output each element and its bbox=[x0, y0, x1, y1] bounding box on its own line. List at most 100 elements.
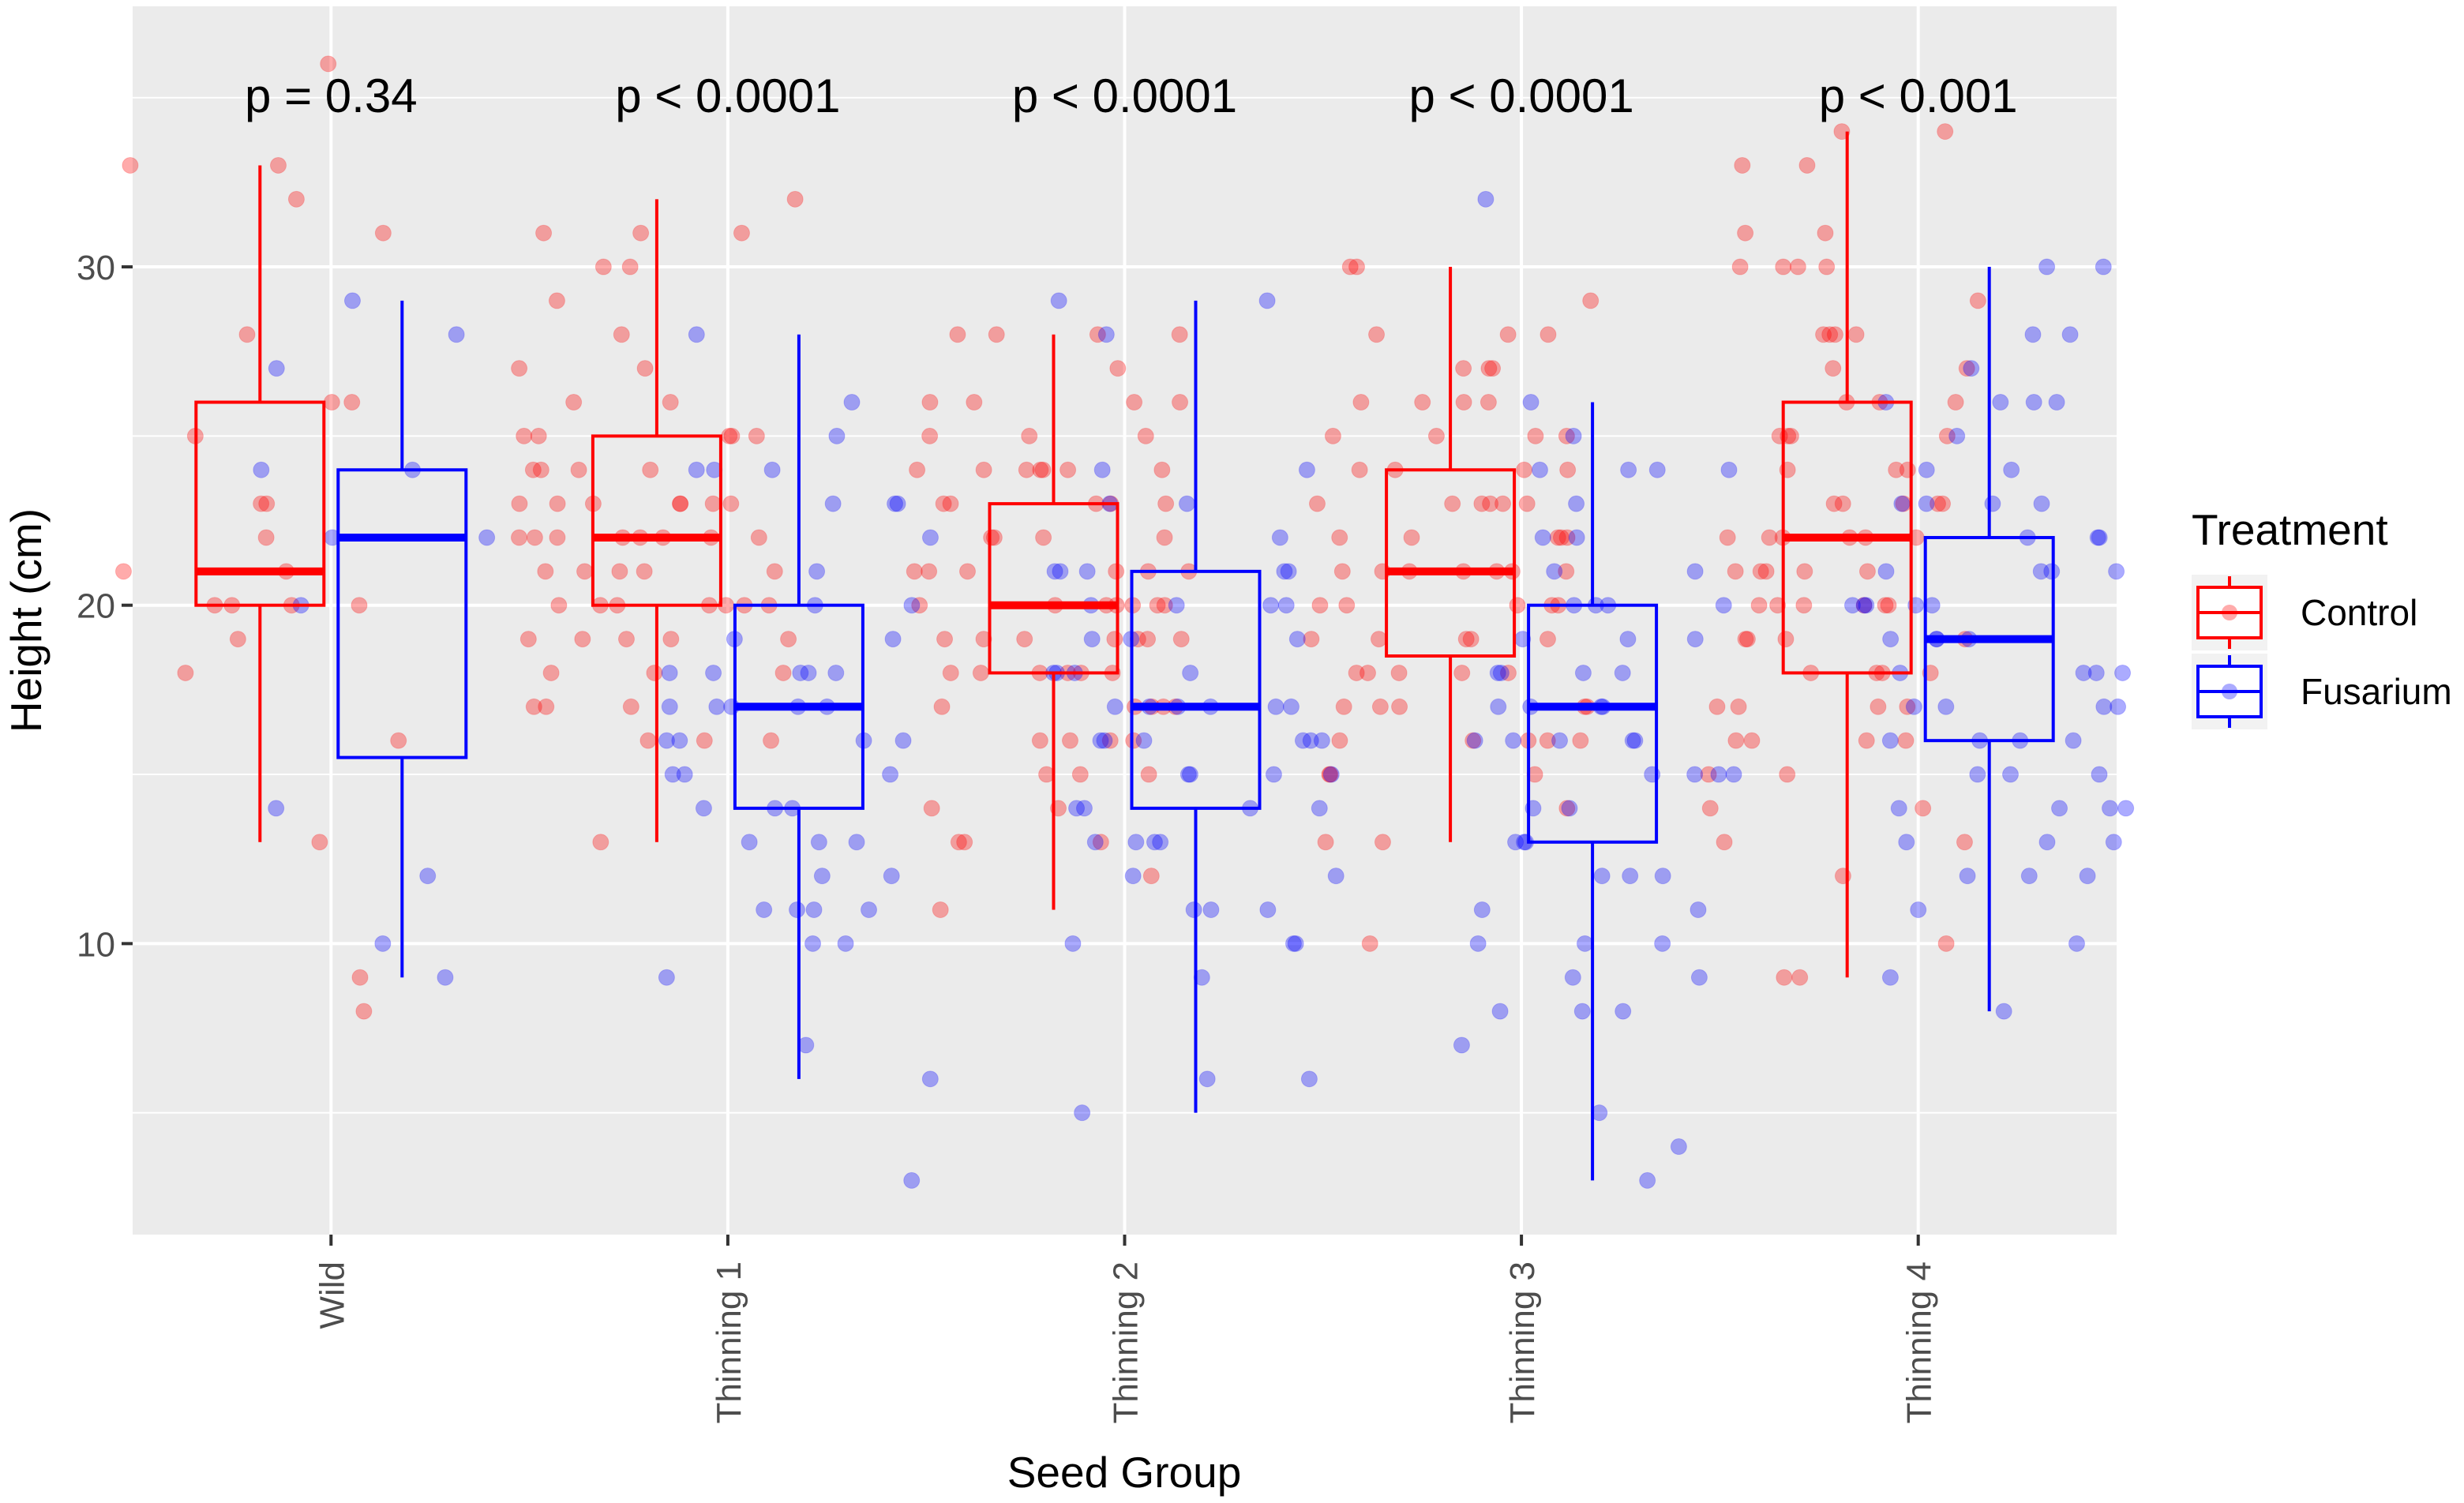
data-point-fusarium bbox=[2048, 394, 2065, 411]
data-point-control bbox=[1855, 597, 1873, 614]
box-fusarium bbox=[1130, 569, 1262, 810]
data-point-fusarium bbox=[763, 461, 781, 478]
data-point-control bbox=[592, 834, 609, 851]
box-control bbox=[988, 502, 1119, 675]
data-point-control bbox=[1734, 156, 1751, 174]
data-point-fusarium bbox=[827, 664, 845, 681]
data-point-fusarium bbox=[1561, 800, 1578, 817]
p-value-label: p < 0.001 bbox=[1819, 69, 2018, 122]
data-point-control bbox=[646, 664, 663, 681]
data-point-control bbox=[257, 529, 275, 546]
data-point-control bbox=[1730, 698, 1747, 715]
data-point-control bbox=[959, 563, 977, 580]
data-point-fusarium bbox=[894, 732, 912, 749]
data-point-fusarium bbox=[1287, 935, 1304, 952]
data-point-control bbox=[1333, 563, 1351, 580]
data-point-fusarium bbox=[808, 563, 826, 580]
data-point-fusarium bbox=[1322, 766, 1340, 783]
data-point-fusarium bbox=[2114, 664, 2132, 681]
data-point-fusarium bbox=[437, 969, 454, 986]
data-point-fusarium bbox=[1918, 461, 1935, 478]
data-point-control bbox=[1937, 935, 1955, 952]
data-point-control bbox=[511, 360, 528, 377]
data-point-control bbox=[1899, 461, 1916, 478]
data-point-control bbox=[1701, 800, 1719, 817]
data-point-control bbox=[1769, 597, 1787, 614]
data-point-control bbox=[1034, 461, 1052, 478]
data-point-fusarium bbox=[1052, 563, 1069, 580]
data-point-fusarium bbox=[1654, 935, 1671, 952]
data-point-fusarium bbox=[1185, 901, 1202, 918]
data-point-fusarium bbox=[1576, 935, 1593, 952]
data-point-control bbox=[1929, 495, 1946, 512]
data-point-fusarium bbox=[1710, 766, 1727, 783]
data-point-control bbox=[975, 631, 992, 648]
data-point-control bbox=[1149, 597, 1166, 614]
data-point-fusarium bbox=[1182, 664, 1199, 681]
data-point-fusarium bbox=[2003, 461, 2020, 478]
data-point-control bbox=[549, 495, 566, 512]
data-point-control bbox=[1708, 698, 1726, 715]
data-point-control bbox=[933, 698, 951, 715]
data-point-fusarium bbox=[2024, 326, 2042, 343]
data-point-control bbox=[1821, 326, 1839, 343]
data-point-fusarium bbox=[1491, 1003, 1509, 1020]
data-point-fusarium bbox=[671, 732, 688, 749]
data-point-fusarium bbox=[1910, 901, 1927, 918]
data-point-control bbox=[1126, 394, 1143, 411]
data-point-control bbox=[1791, 969, 1809, 986]
data-point-control bbox=[1937, 123, 1954, 141]
data-point-control bbox=[1899, 698, 1916, 715]
jitter-points bbox=[114, 55, 2135, 1189]
data-point-fusarium bbox=[1963, 360, 1980, 377]
data-point-control bbox=[1106, 631, 1123, 648]
data-point-control bbox=[1737, 224, 1754, 242]
x-tick-label: Thinning 2 bbox=[1107, 1261, 1146, 1423]
data-point-fusarium bbox=[1686, 766, 1704, 783]
data-point-fusarium bbox=[1280, 563, 1297, 580]
data-point-control bbox=[1484, 360, 1502, 377]
data-point-fusarium bbox=[1858, 597, 1875, 614]
data-point-fusarium bbox=[2051, 800, 2068, 817]
data-point-fusarium bbox=[661, 664, 678, 681]
data-point-control bbox=[1743, 732, 1761, 749]
data-point-fusarium bbox=[1298, 461, 1315, 478]
y-tick-label: 20 bbox=[77, 587, 115, 626]
y-tick-label: 30 bbox=[77, 249, 115, 287]
data-point-fusarium bbox=[1146, 834, 1163, 851]
data-point-control bbox=[1348, 664, 1365, 681]
data-point-control bbox=[1129, 631, 1146, 648]
data-point-fusarium bbox=[1565, 427, 1582, 444]
data-point-control bbox=[1789, 258, 1806, 275]
data-point-fusarium bbox=[1271, 529, 1288, 546]
data-point-fusarium bbox=[1615, 1003, 1632, 1020]
data-point-fusarium bbox=[1288, 631, 1306, 648]
data-point-fusarium bbox=[1097, 326, 1115, 343]
data-point-control bbox=[1139, 631, 1157, 648]
data-point-control bbox=[1031, 732, 1048, 749]
data-point-fusarium bbox=[1686, 631, 1704, 648]
data-point-fusarium bbox=[1622, 868, 1639, 885]
data-point-fusarium bbox=[661, 698, 678, 715]
data-point-control bbox=[975, 461, 992, 478]
data-point-control bbox=[1153, 461, 1171, 478]
data-point-control bbox=[238, 326, 256, 343]
data-point-fusarium bbox=[1898, 834, 1915, 851]
data-point-fusarium bbox=[1855, 597, 1873, 614]
data-point-fusarium bbox=[810, 834, 827, 851]
data-point-fusarium bbox=[1285, 935, 1302, 952]
data-point-control bbox=[1958, 360, 1975, 377]
box-fusarium bbox=[1527, 603, 1659, 844]
data-point-control bbox=[351, 969, 369, 986]
data-point-control bbox=[1716, 834, 1733, 851]
data-point-control bbox=[672, 495, 689, 512]
data-point-fusarium bbox=[1064, 935, 1082, 952]
data-point-control bbox=[1825, 360, 1842, 377]
data-point-fusarium bbox=[1522, 394, 1540, 411]
data-point-control bbox=[1815, 326, 1832, 343]
data-point-fusarium bbox=[2095, 698, 2113, 715]
data-point-fusarium bbox=[1258, 292, 1276, 309]
p-value-label: p = 0.34 bbox=[245, 69, 418, 122]
data-point-fusarium bbox=[813, 868, 831, 885]
data-point-fusarium bbox=[1078, 563, 1096, 580]
